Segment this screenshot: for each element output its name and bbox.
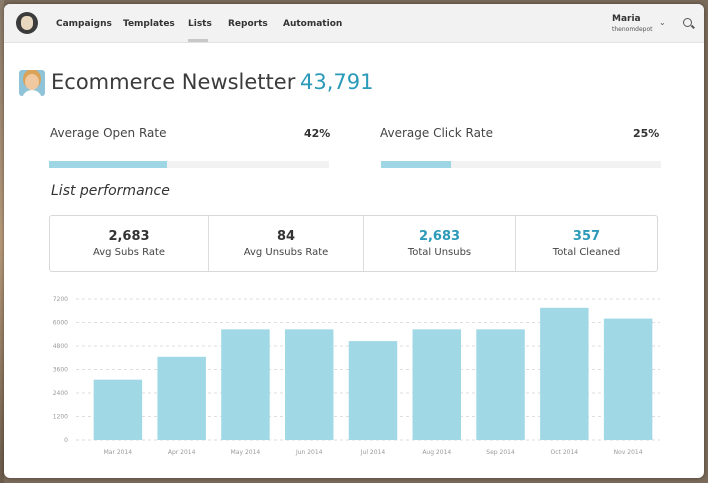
nav-templates[interactable]: Templates [123,19,175,29]
subscriber-count: 43,791 [300,70,374,94]
section-title: List performance [51,183,170,199]
search-icon[interactable] [683,18,692,27]
chart-bar[interactable] [540,307,589,440]
open-rate-bar-fill [49,161,167,168]
nav-reports[interactable]: Reports [228,19,268,29]
y-tick-label: 3600 [53,367,68,374]
stat-label: Total Unsubs [407,247,472,258]
chart-bar[interactable] [603,318,653,440]
page-title: Ecommerce Newsletter [51,70,296,94]
click-rate-label: Average Click Rate [380,126,494,140]
nav-automation[interactable]: Automation [283,19,343,29]
chevron-down-icon[interactable]: ⌄ [659,18,666,27]
y-tick-label: 1200 [53,414,68,421]
desktop-background [0,0,4,483]
app-window: Campaigns Templates Lists Reports Automa… [4,4,704,478]
stat-value: 2,683 [108,229,150,244]
x-tick-label: May 2014 [231,449,261,456]
x-tick-label: Aug 2014 [422,449,451,456]
y-tick-label: 4800 [53,343,68,350]
nav-campaigns[interactable]: Campaigns [56,19,112,29]
stat-value: 357 [572,229,601,244]
stat-label: Avg Unsubs Rate [243,247,329,258]
x-tick-label: Oct 2014 [551,449,579,456]
y-tick-label: 2400 [53,390,68,397]
list-avatar [19,70,45,96]
stat-divider [363,216,364,271]
click-rate-bar-fill [381,161,451,168]
x-tick-label: Mar 2014 [104,449,133,456]
y-tick-label: 6000 [53,320,68,327]
x-tick-label: Jul 2014 [360,449,386,456]
open-rate-value: 42% [304,127,331,140]
chart-bar[interactable] [284,329,334,440]
chart-bar[interactable] [157,356,206,440]
mailchimp-logo-icon[interactable] [16,12,38,34]
click-rate-bar [381,161,661,168]
chart-bar[interactable] [476,329,525,440]
nav-lists[interactable]: Lists [188,19,212,29]
nav-active-indicator [188,39,208,42]
top-navigation-bar: Campaigns Templates Lists Reports Automa… [4,4,704,43]
stat-avg-subs: 2,683 Avg Subs Rate [50,216,208,271]
stat-total-cleaned: 357 Total Cleaned [516,216,657,271]
click-rate-value: 25% [633,127,660,140]
performance-bar-chart: 0 1200 2400 3600 4800 6000 7200 Mar 2014 Apr 201… [53,296,660,456]
chart-bar[interactable] [348,341,398,440]
stat-total-unsubs: 2,683 Total Unsubs [364,216,515,271]
stat-value: 84 [276,229,296,244]
y-tick-label: 0 [64,437,68,444]
stat-value: 2,683 [418,229,461,244]
chart-bar[interactable] [412,329,462,440]
x-tick-label: Nov 2014 [614,449,643,456]
x-tick-label: Apr 2014 [168,449,196,456]
chart-bar[interactable] [221,329,270,440]
chart-bar[interactable] [93,379,143,440]
stat-label: Total Cleaned [552,247,621,258]
stat-divider [208,216,209,271]
stats-summary: 2,683 Avg Subs Rate 84 Avg Unsubs Rate 2… [49,215,658,272]
stat-avg-unsubs: 84 Avg Unsubs Rate [209,216,363,271]
y-tick-label: 7200 [53,296,68,303]
open-rate-label: Average Open Rate [50,126,167,140]
user-account[interactable]: thenomdepot [612,26,653,33]
open-rate-bar [49,161,329,168]
user-name[interactable]: Maria [612,14,641,24]
stat-divider [515,216,516,271]
x-tick-label: Sep 2014 [486,449,515,456]
x-tick-label: Jun 2014 [295,449,323,456]
stat-label: Avg Subs Rate [92,247,166,258]
